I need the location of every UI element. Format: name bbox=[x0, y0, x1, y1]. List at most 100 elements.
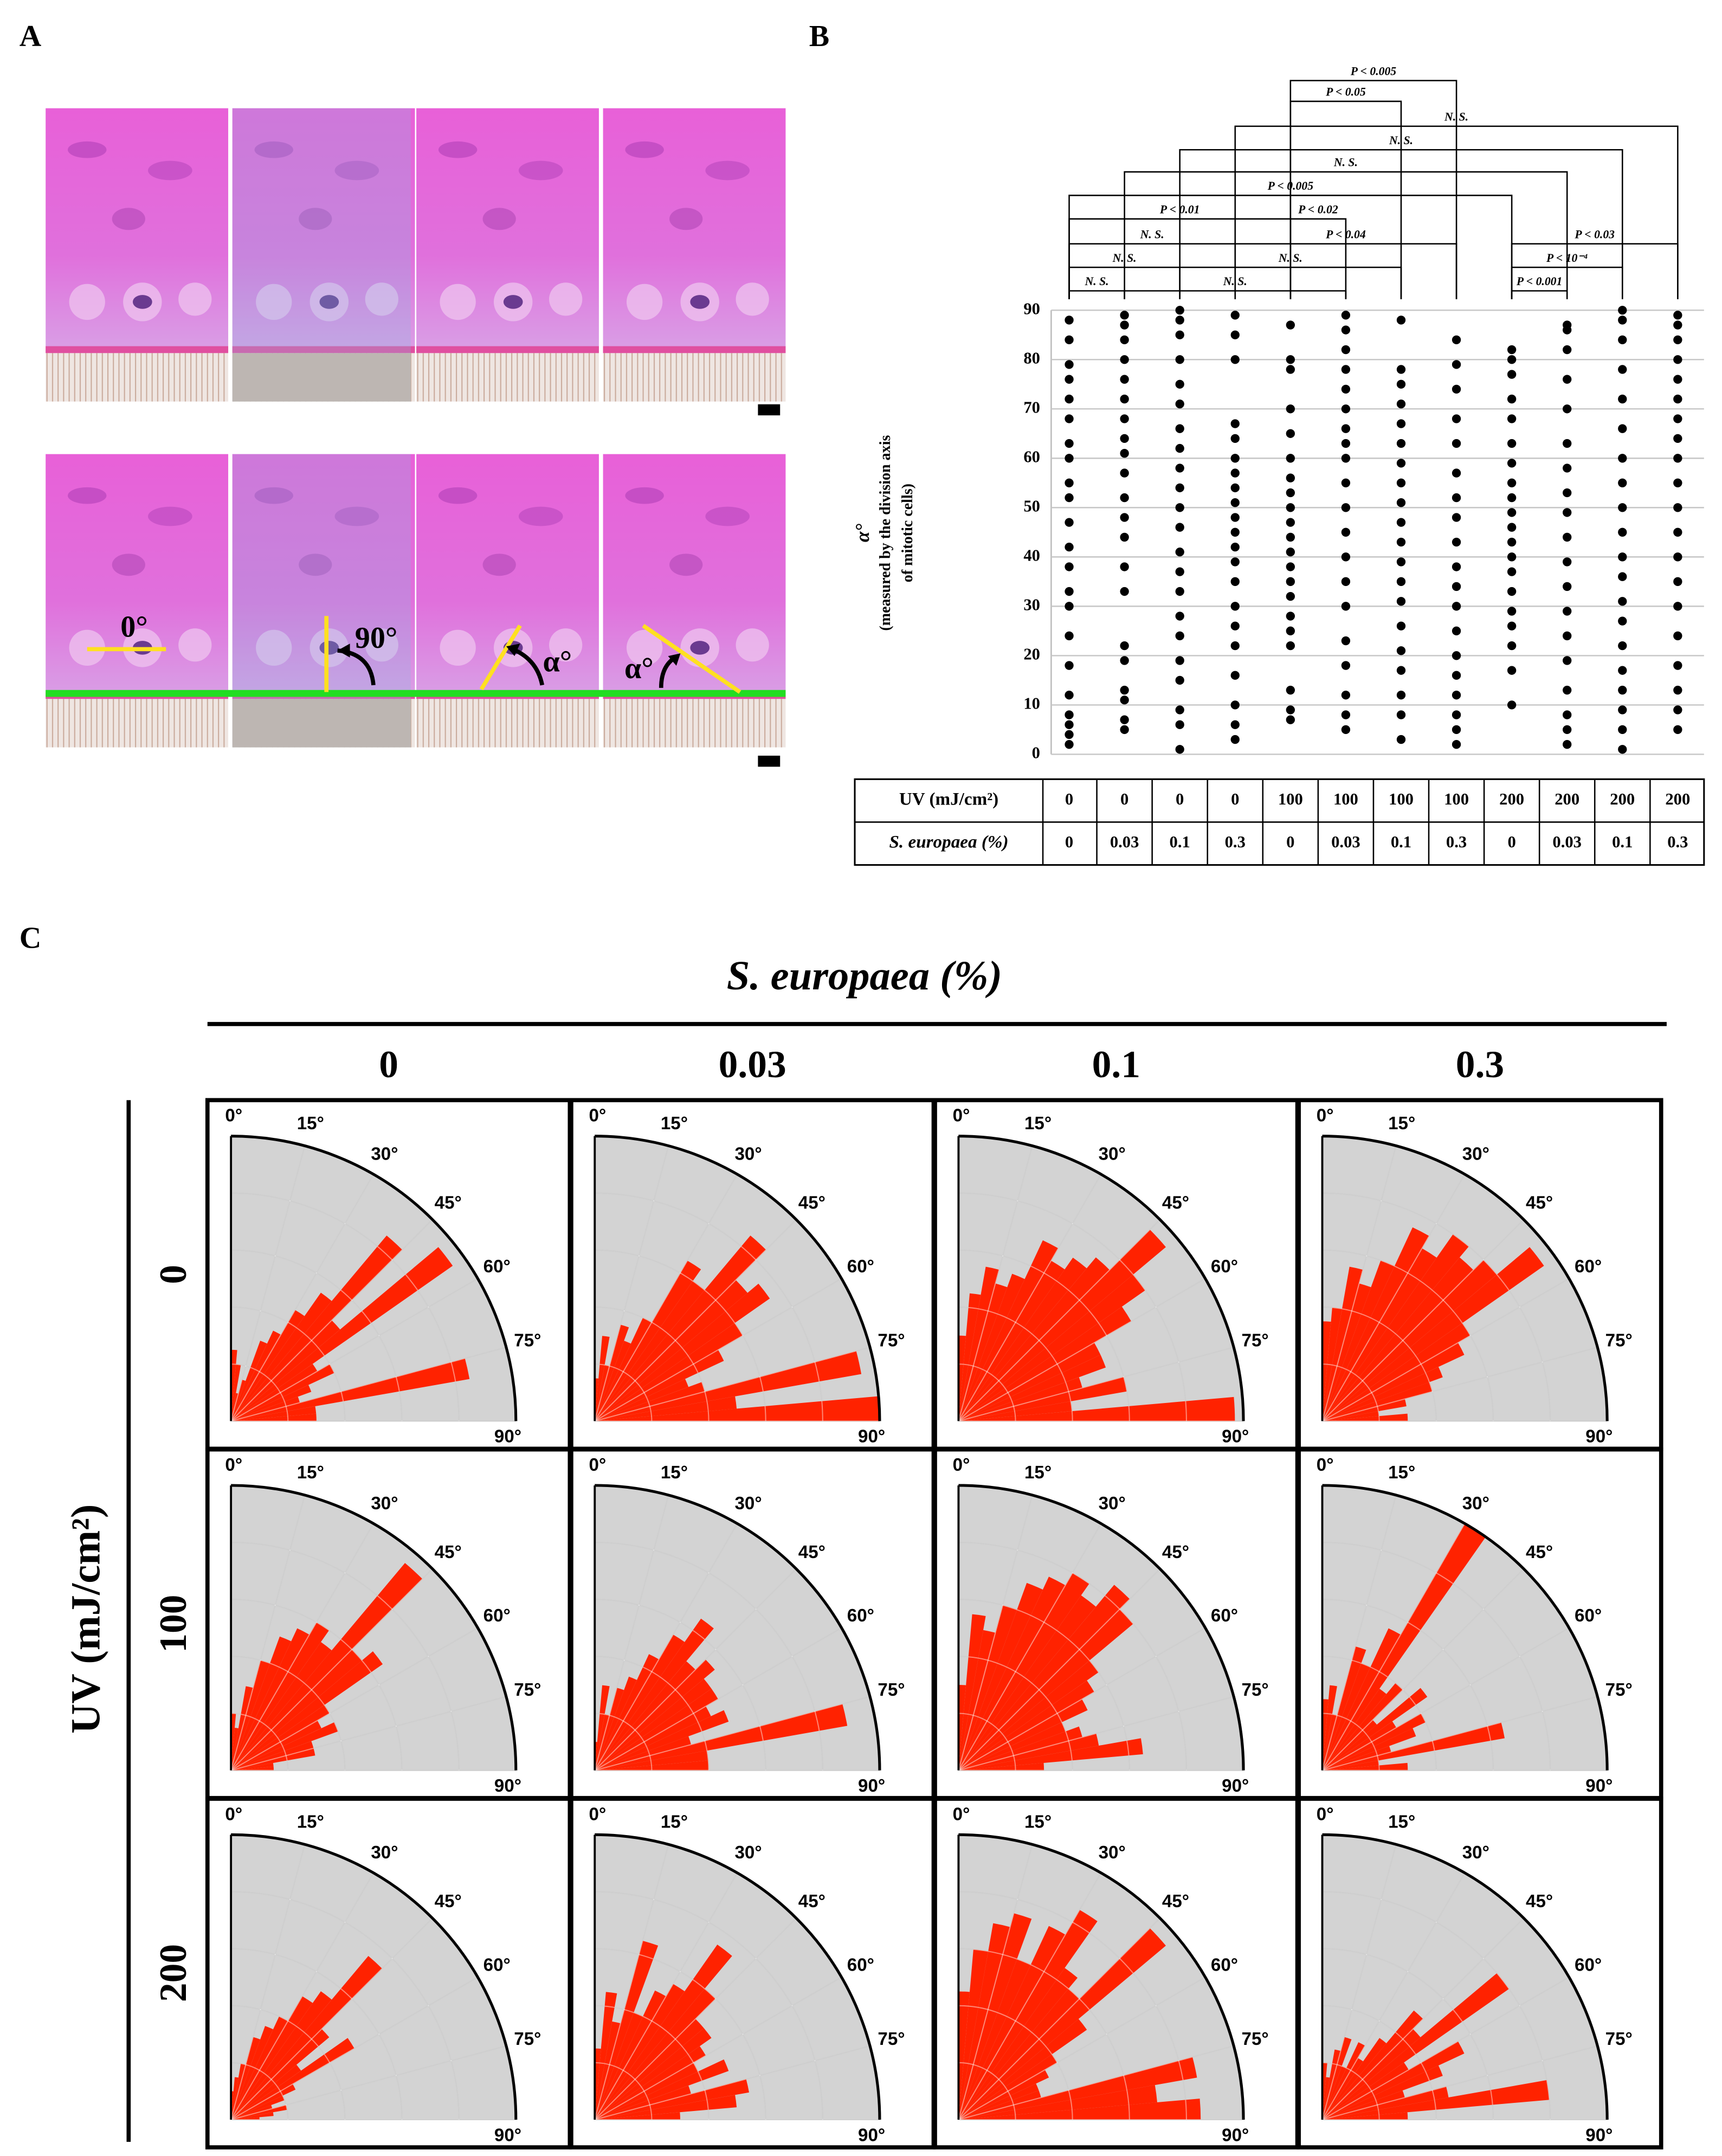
dot bbox=[1230, 498, 1240, 507]
dot bbox=[1286, 429, 1295, 438]
angle-tick-label: 60° bbox=[1575, 1606, 1602, 1626]
table-cell: 0 bbox=[1120, 790, 1128, 808]
angle-tick-label: 45° bbox=[1162, 1542, 1189, 1562]
rose-wedge bbox=[595, 1710, 729, 1771]
angle-tick-label: 30° bbox=[371, 1494, 398, 1514]
dot bbox=[1396, 557, 1406, 567]
rose-wedge bbox=[231, 1955, 382, 2120]
dot bbox=[1120, 715, 1129, 724]
rose-spoke bbox=[958, 1145, 1033, 1421]
rose-wedge bbox=[231, 1413, 317, 1421]
dot bbox=[1452, 710, 1461, 719]
dot bbox=[1175, 612, 1184, 621]
dot bbox=[1673, 478, 1682, 487]
rose-wedge bbox=[958, 1585, 1130, 1771]
dot bbox=[1065, 478, 1074, 487]
y-axis-label: (measured by the division axis bbox=[877, 435, 894, 630]
rose-arc bbox=[958, 1833, 1245, 2120]
dot bbox=[1673, 552, 1682, 562]
dot bbox=[1618, 527, 1627, 537]
rose-wedge bbox=[231, 1622, 330, 1771]
dot bbox=[1120, 414, 1129, 423]
rose-spoke bbox=[958, 1495, 1033, 1771]
dot bbox=[1673, 355, 1682, 364]
dot bbox=[1065, 631, 1074, 641]
rose-wedge bbox=[1322, 1399, 1407, 1421]
dot bbox=[1396, 365, 1406, 374]
dot bbox=[1507, 355, 1517, 364]
rose-wedge bbox=[1322, 2042, 1365, 2120]
rose-wedge bbox=[231, 1235, 403, 1421]
dot bbox=[1396, 735, 1406, 744]
dot bbox=[1618, 705, 1627, 715]
table-cell: 200 bbox=[1665, 790, 1690, 808]
dot bbox=[1452, 602, 1461, 611]
angle-tick-label: 90° bbox=[1222, 1427, 1249, 1447]
rose-spoke bbox=[958, 1219, 1160, 1422]
rose-ring bbox=[958, 1192, 1187, 1421]
dot bbox=[1563, 557, 1572, 567]
rose-ring bbox=[1322, 1891, 1551, 2120]
rose-wedge bbox=[1322, 1413, 1408, 1421]
rose-wedge bbox=[958, 1699, 1088, 1771]
significance-label: N. S. bbox=[1085, 275, 1109, 288]
table-cell: 0 bbox=[1231, 790, 1239, 808]
dot bbox=[1341, 439, 1351, 448]
rose-spoke bbox=[230, 1523, 374, 1771]
angle-tick-label: 60° bbox=[847, 1955, 874, 1975]
angle-tick-label: 30° bbox=[734, 1494, 762, 1514]
angle-tick-label: 0° bbox=[225, 1455, 242, 1475]
rose-wedge bbox=[958, 1968, 1078, 2120]
rose-arc bbox=[1322, 1833, 1609, 2120]
dot bbox=[1065, 730, 1074, 739]
rose-wedge bbox=[595, 1382, 705, 1421]
dot bbox=[1673, 661, 1682, 670]
dot bbox=[1452, 651, 1461, 660]
angle-tick-label: 0° bbox=[953, 1804, 970, 1824]
rose-wedge bbox=[231, 2016, 288, 2120]
table-cell: 0.3 bbox=[1446, 833, 1467, 851]
dot bbox=[1175, 631, 1184, 641]
rose-ring bbox=[1322, 1363, 1380, 1421]
dot bbox=[1065, 335, 1074, 345]
dot bbox=[1396, 400, 1406, 409]
dot bbox=[1396, 621, 1406, 630]
dot bbox=[1230, 671, 1240, 680]
angle-tick-label: 0° bbox=[953, 1106, 970, 1126]
rose-wedge bbox=[231, 1649, 362, 1771]
rose-ring bbox=[958, 1713, 1016, 1771]
angle-tick-label: 30° bbox=[371, 1144, 398, 1164]
angle-tick-label: 60° bbox=[483, 1257, 511, 1277]
rose-wedge bbox=[1322, 2112, 1408, 2120]
rose-ring bbox=[231, 1891, 460, 2120]
rose-wedge bbox=[231, 2029, 330, 2120]
angle-tick-label: 75° bbox=[514, 2029, 541, 2049]
rose-wedge bbox=[231, 1686, 253, 1771]
rose-wedge bbox=[958, 1376, 1127, 1421]
dot bbox=[1120, 532, 1129, 542]
dot bbox=[1286, 577, 1295, 586]
dot bbox=[1341, 454, 1351, 463]
rose-arc bbox=[231, 1833, 518, 2120]
dot bbox=[1065, 360, 1074, 369]
dot bbox=[1396, 498, 1406, 507]
angle-tick-label: 90° bbox=[1222, 1776, 1249, 1796]
dot bbox=[1507, 508, 1517, 517]
table-cell: 200 bbox=[1555, 790, 1579, 808]
rose-wedge bbox=[1322, 2062, 1409, 2120]
significance-bracket bbox=[1289, 80, 1457, 299]
angle-tick-label: 30° bbox=[1099, 1843, 1126, 1863]
dot bbox=[1563, 439, 1572, 448]
angle-tick-label: 90° bbox=[1585, 1776, 1613, 1796]
dot bbox=[1618, 424, 1627, 433]
dot bbox=[1286, 532, 1295, 542]
dot bbox=[1120, 493, 1129, 503]
dot bbox=[1396, 710, 1406, 719]
rose-wedge bbox=[231, 1406, 317, 1421]
table-cell: 0 bbox=[1507, 833, 1515, 851]
dot bbox=[1120, 394, 1129, 404]
dot bbox=[1065, 710, 1074, 719]
rose-wedge bbox=[958, 1680, 1094, 1771]
dot bbox=[1286, 518, 1295, 527]
rose-wedge bbox=[1322, 2029, 1421, 2120]
